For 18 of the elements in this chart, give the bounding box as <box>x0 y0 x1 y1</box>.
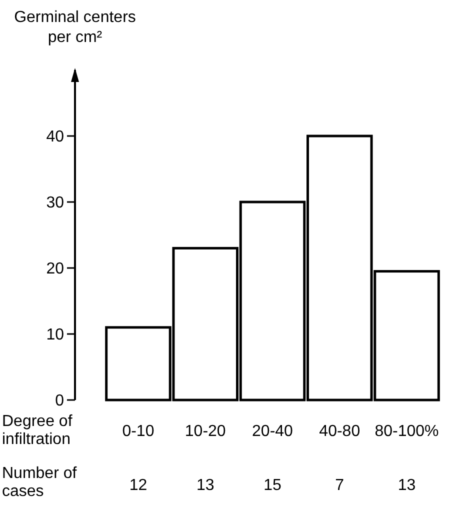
y-tick-label: 0 <box>55 392 64 410</box>
text: 13 <box>398 477 416 494</box>
text: Number of cases <box>2 465 78 500</box>
x-tick-label: 20-40 <box>252 423 294 440</box>
x-tick-label: 10-20 <box>184 423 226 440</box>
x-tick-label: 0-10 <box>122 423 154 440</box>
x-axis-title: Degree of infiltration <box>2 413 73 448</box>
text: 12 <box>129 477 148 494</box>
y-tick-label: 10 <box>46 326 64 344</box>
text: 15 <box>264 477 282 494</box>
y-tick-label: 20 <box>46 260 64 278</box>
x-tick-label: 80-100% <box>374 423 439 440</box>
y-axis-title: Germinal centers per cm² <box>14 9 136 46</box>
text: 7 <box>335 477 344 494</box>
text: 13 <box>196 477 214 494</box>
y-tick-label: 40 <box>46 128 64 146</box>
x-tick-label: 40-80 <box>319 423 360 440</box>
y-tick-label: 30 <box>46 194 64 212</box>
